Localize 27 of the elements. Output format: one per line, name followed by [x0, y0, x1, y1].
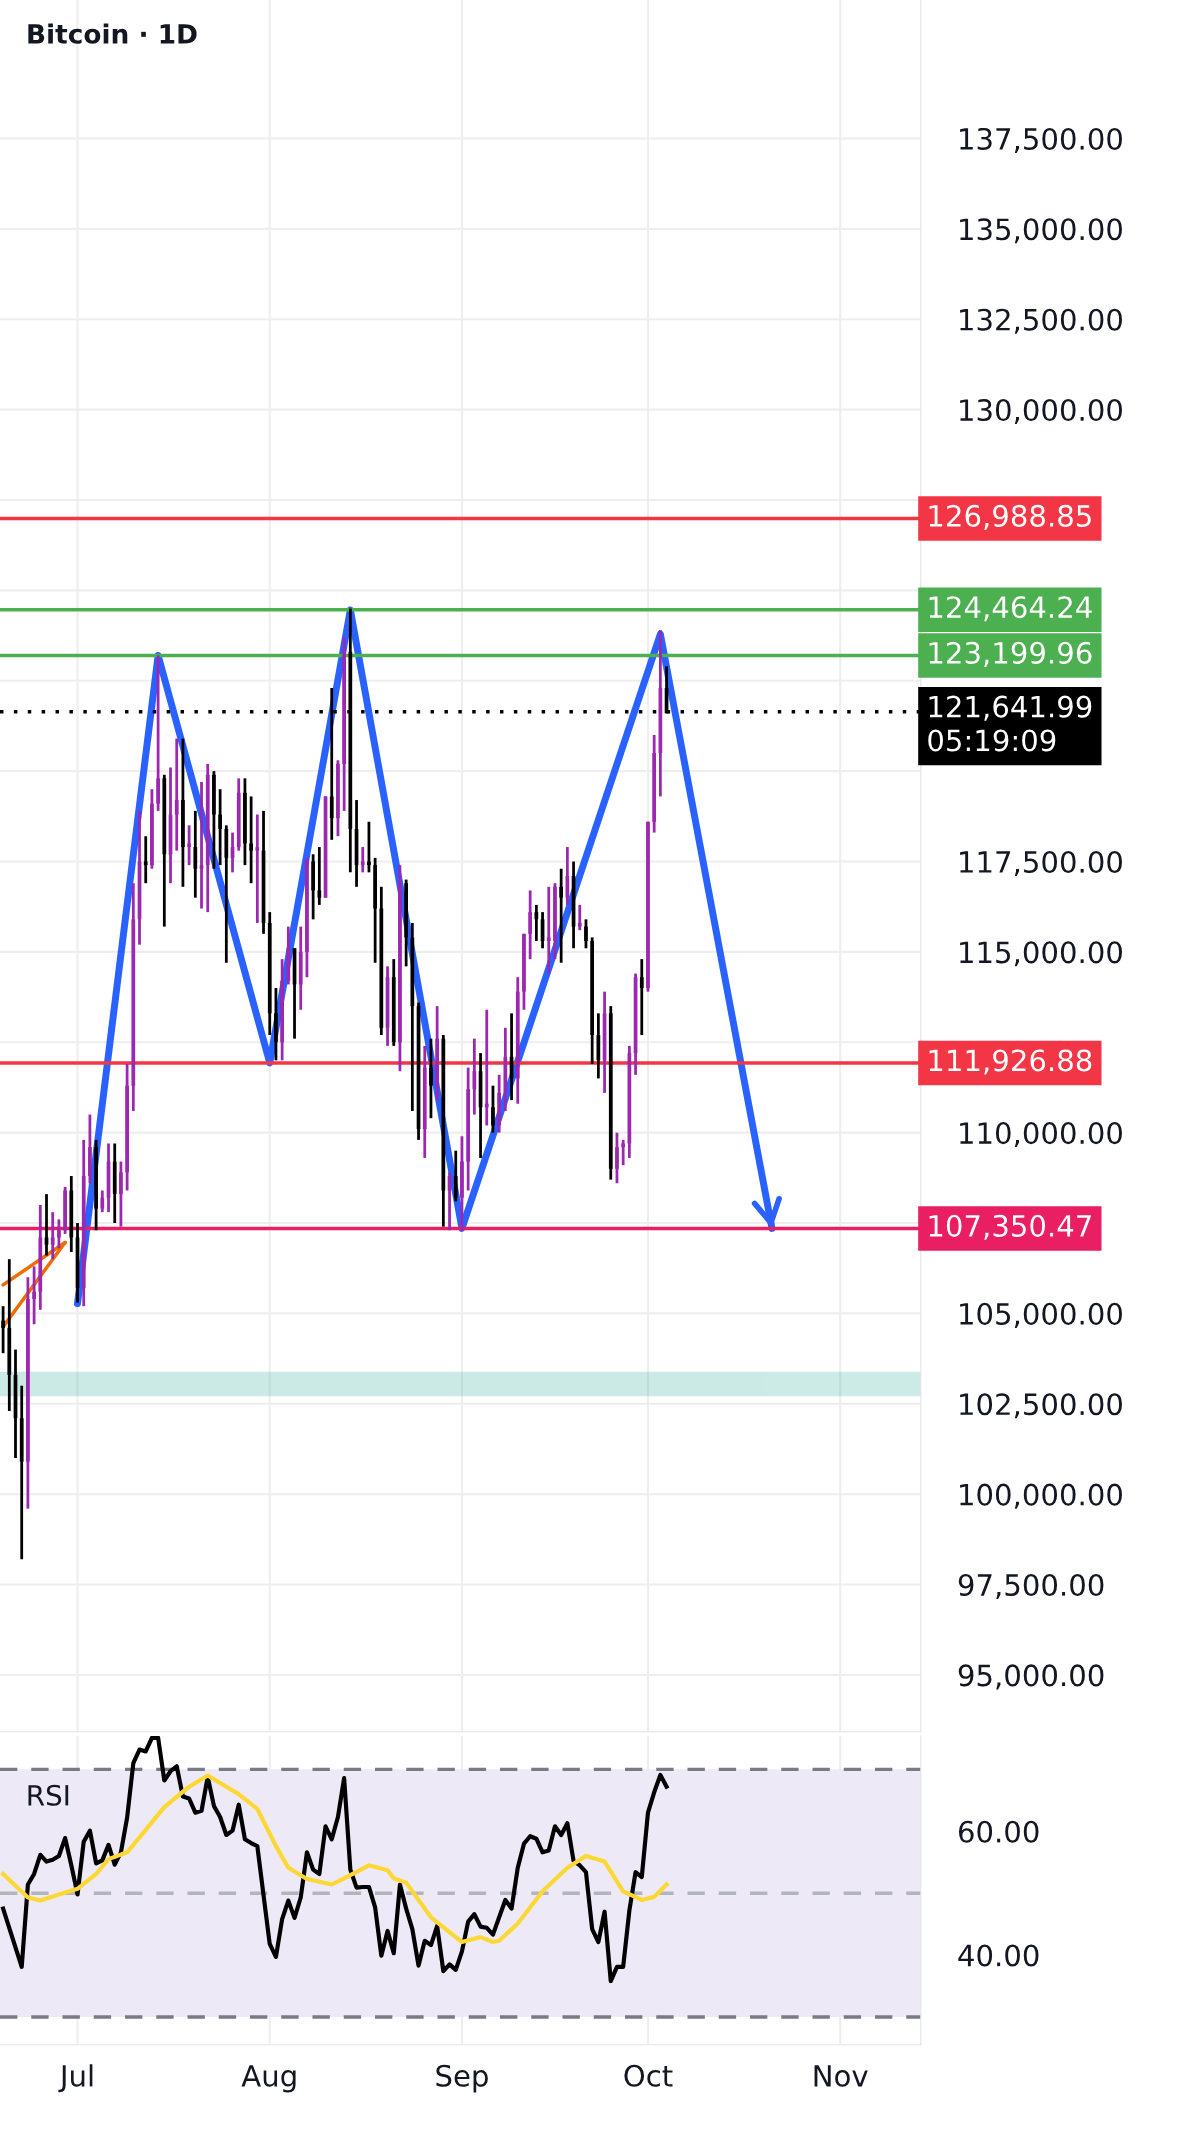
y-tick-label: 95,000.00: [958, 1664, 1104, 1690]
ref-line-label: 123,199.96: [929, 641, 1092, 667]
y-tick-label: 60.00: [958, 1820, 1039, 1843]
y-tick-label: 132,500.00: [960, 308, 1122, 334]
ref-line-label: 126,988.85: [929, 504, 1091, 530]
y-tick-label: 130,000.00: [960, 399, 1122, 425]
text: Bitcoin · 1D: [28, 23, 197, 44]
y-tick-label: 137,500.00: [960, 127, 1122, 153]
x-tick-label: Jul: [58, 2064, 93, 2093]
x-tick-label: Oct: [624, 2064, 673, 2087]
ref-line-label: 124,464.24: [929, 596, 1092, 622]
y-tick-label: 40.00: [958, 1944, 1039, 1967]
x-tick-label: Sep: [436, 2064, 488, 2093]
text: RSI: [28, 1784, 69, 1806]
x-tick-label: Nov: [814, 2065, 868, 2087]
y-tick-label: 105,000.00: [960, 1302, 1122, 1328]
y-tick-label: 102,500.00: [960, 1393, 1122, 1419]
y-tick-label: 97,500.00: [958, 1573, 1104, 1600]
ref-line-label: 121,641.99 05:19:09: [928, 695, 1092, 752]
y-tick-label: 110,000.00: [960, 1122, 1122, 1148]
x-tick-label: Aug: [241, 2065, 296, 2093]
y-tick-label: 115,000.00: [960, 941, 1122, 967]
y-tick-label: 117,500.00: [960, 850, 1122, 876]
ref-line-label: 107,350.47: [929, 1214, 1091, 1240]
y-tick-label: 135,000.00: [960, 218, 1122, 244]
y-tick-label: 100,000.00: [960, 1483, 1122, 1509]
ref-line-label: 111,926.88: [929, 1049, 1092, 1075]
